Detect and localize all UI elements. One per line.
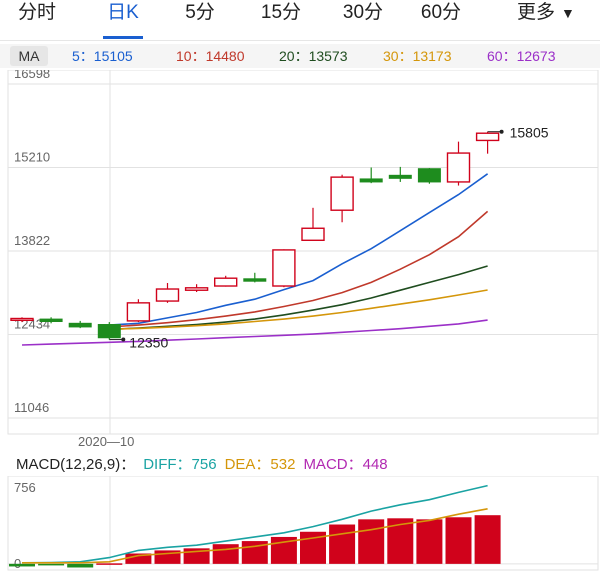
more-label: 更多 xyxy=(517,2,556,23)
diff-line xyxy=(21,484,488,564)
macd-value-label: MACD：448 xyxy=(303,456,388,473)
ma60-line xyxy=(21,319,488,346)
macd-bar xyxy=(329,524,356,564)
y-tick-label: 15210 xyxy=(14,150,50,165)
macd-legend: MACD(12,26,9)： DIFF：756 DEA：532 MACD：448 xyxy=(16,455,396,475)
ma20-value: 20：13573 xyxy=(279,48,348,64)
y-tick-label: 11046 xyxy=(14,400,49,415)
macd-diff-label: DIFF：756 xyxy=(143,456,217,473)
candle-body-down xyxy=(359,178,383,183)
x-tick-label: 2020—10 xyxy=(78,434,134,449)
ma5-line xyxy=(109,173,489,326)
period-tabs: 分时 日K 5分 15分 30分 60分 更多 ▼ xyxy=(0,0,600,41)
candle-body-up xyxy=(213,277,238,287)
macd-dea-label: DEA：532 xyxy=(224,456,296,473)
min-marker-dot xyxy=(121,337,126,342)
ma30-value: 30：13173 xyxy=(383,48,452,64)
candle-body-up xyxy=(155,288,180,302)
candle-body-down xyxy=(417,168,441,183)
max-price-label: 15805 xyxy=(510,125,549,141)
candle-body-down xyxy=(97,324,121,339)
y-tick-label: 13822 xyxy=(14,233,50,248)
candle-body-down xyxy=(39,318,63,323)
candle-body-down xyxy=(68,322,92,328)
tab-intraday[interactable]: 分时 xyxy=(17,2,56,23)
tab-30min[interactable]: 30分 xyxy=(342,2,384,23)
chart-frame xyxy=(7,70,599,435)
ma30-line xyxy=(109,289,488,331)
candle-body-up xyxy=(475,132,500,142)
candle-body-up xyxy=(330,176,354,211)
ma20-line xyxy=(109,265,488,331)
candle-body-up xyxy=(184,287,209,291)
y-tick-label: 16598 xyxy=(14,70,50,81)
tab-daily-k[interactable]: 日K xyxy=(107,2,139,23)
ma5-value: 5：15105 xyxy=(72,48,133,64)
tab-60min[interactable]: 60分 xyxy=(420,2,462,23)
macd-bar xyxy=(9,563,35,567)
candle-body-up xyxy=(446,152,471,183)
tab-5min[interactable]: 5分 xyxy=(185,2,215,23)
min-price-label: 12350 xyxy=(129,335,168,351)
active-tab-indicator xyxy=(103,36,143,39)
ma10-line xyxy=(109,210,489,328)
ma-badge[interactable]: MA xyxy=(10,46,48,66)
macd-params-label: MACD(12,26,9)： xyxy=(16,456,136,473)
tab-15min[interactable]: 15分 xyxy=(260,2,302,23)
ma60-value: 60：12673 xyxy=(487,48,556,64)
macd-bar xyxy=(96,563,123,565)
macd-chart[interactable]: 756 0 xyxy=(0,476,600,572)
macd-y-tick-zero: 0 xyxy=(14,556,21,571)
macd-bar xyxy=(67,563,94,568)
macd-bar xyxy=(474,515,501,564)
dea-line xyxy=(22,508,488,564)
macd-bar xyxy=(358,519,385,564)
candle-body-down xyxy=(388,174,412,179)
candle-body-up xyxy=(126,302,151,322)
more-dropdown[interactable]: 更多 ▼ xyxy=(517,0,575,30)
macd-bar xyxy=(125,553,152,564)
macd-frame xyxy=(7,476,599,571)
candle-body-down xyxy=(243,278,267,282)
macd-bar xyxy=(212,544,239,564)
candle-body-up xyxy=(301,227,325,241)
macd-bar xyxy=(416,519,443,564)
ma10-value: 10：14480 xyxy=(176,48,245,64)
ma-indicator-bar: MA 5：15105 10：14480 20：13573 30：13173 60… xyxy=(0,44,600,68)
macd-bar xyxy=(445,517,472,564)
macd-y-tick-top: 756 xyxy=(14,480,36,495)
chevron-down-icon: ▼ xyxy=(561,5,575,21)
candle-body-up xyxy=(272,249,296,287)
max-marker-dot xyxy=(499,129,504,134)
candle-body-up xyxy=(10,317,34,322)
candlestick-chart[interactable]: 16598152101382212434110462020—1015805123… xyxy=(0,70,600,450)
macd-bar xyxy=(38,563,65,566)
